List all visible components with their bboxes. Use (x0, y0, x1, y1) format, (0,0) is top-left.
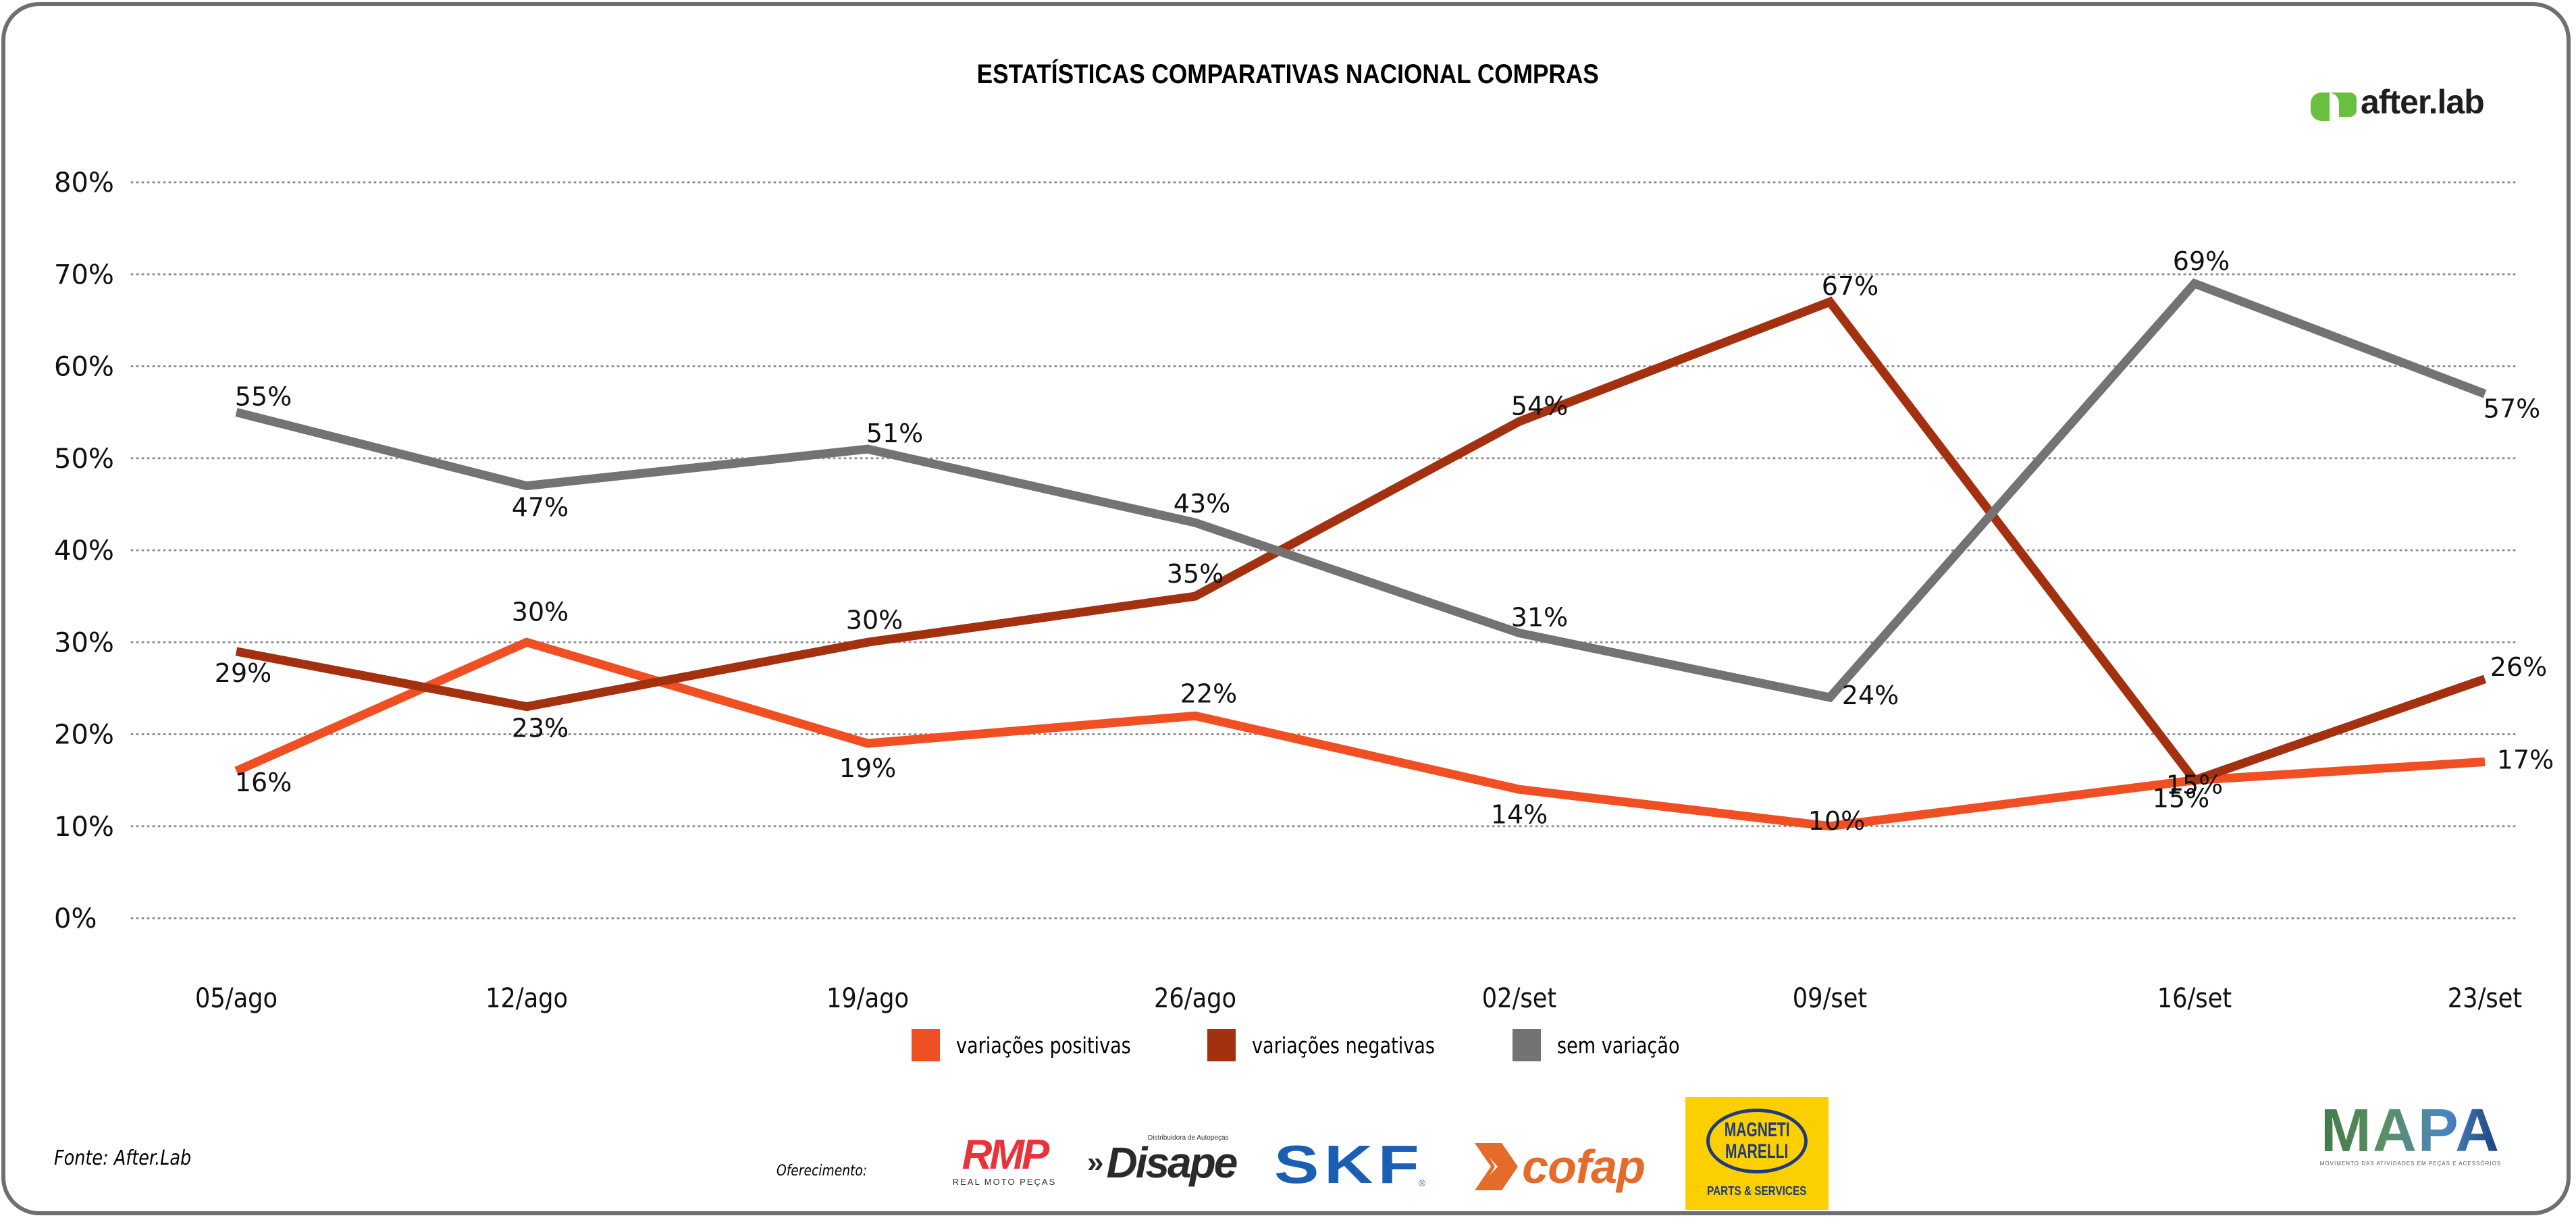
data-label: 54% (1511, 391, 1568, 421)
legend-label-negative: variações negativas (1251, 1032, 1435, 1059)
y-tick-label: 70% (54, 259, 114, 290)
series-lines (234, 278, 2487, 831)
chart-title: ESTATÍSTICAS COMPARATIVAS NACIONAL COMPR… (976, 59, 1599, 89)
magneti-line1: MAGNETI (1724, 1119, 1790, 1141)
cofap-wordmark: cofap (1522, 1140, 1646, 1193)
data-point (236, 770, 237, 772)
magneti-subtitle: PARTS & SERVICES (1707, 1184, 1807, 1198)
data-label: 55% (235, 382, 292, 412)
data-labels: 16% 30% 19% 22% 14% 10% 15% 17% 29% 23% 30% 35% 54% 6… (215, 246, 2554, 836)
mapa-subtitle: MOVIMENTO DAS ATIVIDADES EM PEÇAS E ACES… (2319, 1161, 2502, 1167)
x-tick-label: 26/ago (1154, 982, 1236, 1014)
data-label: 69% (2173, 246, 2230, 276)
x-tick-label: 02/set (1482, 982, 1556, 1014)
series-line-2 (235, 278, 2487, 703)
mapa-wordmark: MAPA (2320, 1097, 2501, 1165)
x-tick-label: 23/set (2448, 982, 2522, 1014)
afterlab-leaf-icon (2309, 83, 2357, 121)
series-line-0 (234, 637, 2486, 831)
legend-item-negative: variações negativas (1207, 1029, 1475, 1061)
data-label: 19% (839, 753, 896, 783)
rmp-logo: RMP REAL MOTO PEÇAS (942, 1132, 1067, 1188)
data-point (2194, 283, 2195, 284)
magneti-marelli-emblem: MAGNETI MARELLI (1706, 1109, 1808, 1173)
data-point (236, 651, 237, 652)
x-tick-label: 05/ago (195, 982, 278, 1014)
data-label: 51% (866, 419, 923, 448)
disape-chevron-icon: » (1087, 1146, 1104, 1179)
y-tick-label: 50% (54, 444, 114, 475)
legend-item-no-change: sem variação (1513, 1029, 1706, 1061)
data-label: 26% (2490, 652, 2547, 682)
legend-swatch-negative (1207, 1029, 1236, 1061)
data-point (1519, 789, 1520, 790)
data-label: 35% (1167, 559, 1224, 589)
y-tick-label: 40% (54, 535, 114, 566)
data-point (1519, 421, 1520, 422)
data-label: 15% (2153, 784, 2209, 814)
y-tick-label: 30% (54, 627, 114, 658)
x-tick-label: 19/ago (826, 982, 909, 1014)
afterlab-wordmark: after.lab (2361, 83, 2485, 121)
source-note: Fonte: After.Lab (54, 1146, 192, 1170)
data-label: 31% (1511, 603, 1568, 633)
data-label: 15% (2166, 770, 2223, 800)
series-line-1 (235, 296, 2487, 786)
mapa-logo: MAPA MOVIMENTO DAS ATIVIDADES EM PEÇAS E… (2316, 1097, 2505, 1167)
data-label: 10% (1808, 806, 1865, 836)
skf-wordmark: SKF (1273, 1134, 1425, 1194)
disape-logo: Distribuidora de Autopeças » Disape (1087, 1134, 1249, 1184)
data-label: 24% (1842, 681, 1899, 710)
legend-item-positive: variações positivas (912, 1029, 1169, 1061)
skf-registered-mark: ® (1418, 1177, 1426, 1188)
y-tick-label: 20% (54, 720, 114, 751)
magneti-line2: MARELLI (1725, 1140, 1789, 1163)
magneti-marelli-logo: MAGNETI MARELLI PARTS & SERVICES (1685, 1097, 1829, 1210)
data-label: 16% (235, 768, 292, 797)
data-label: 30% (512, 597, 569, 627)
legend-swatch-positive (912, 1029, 940, 1061)
afterlab-logo: after.lab (2309, 82, 2485, 122)
x-axis-ticks: 05/ago 12/ago 19/ago 26/ago 02/set 09/set 16/s… (195, 982, 2522, 1014)
x-tick-label: 16/set (2157, 982, 2232, 1014)
rmp-subtitle: REAL MOTO PEÇAS (952, 1177, 1057, 1187)
x-tick-label: 12/ago (485, 982, 568, 1014)
y-axis-ticks: 0% 10% 20% 30% 40% 50% 60% 70% 80% (54, 167, 114, 934)
data-point (236, 412, 237, 413)
data-point (1194, 595, 1196, 597)
x-tick-label: 09/set (1793, 982, 1867, 1014)
data-label: 43% (1174, 489, 1230, 519)
y-tick-label: 80% (54, 167, 114, 198)
legend-swatch-no-change (1513, 1029, 1542, 1061)
data-label: 67% (1822, 271, 1878, 301)
cofap-logo: cofap (1458, 1140, 1661, 1194)
data-label: 47% (512, 493, 569, 523)
data-label: 30% (846, 605, 903, 635)
legend-label-no-change: sem variação (1557, 1032, 1680, 1059)
data-label: 14% (1491, 799, 1548, 829)
disape-wordmark: Disape (1106, 1138, 1238, 1187)
chart-legend: variações positivas variações negativas … (912, 1029, 1744, 1061)
disape-subtitle: Distribuidora de Autopeças (1148, 1134, 1229, 1142)
data-label: 23% (512, 714, 569, 743)
rmp-wordmark: RMP (962, 1132, 1050, 1178)
data-label: 57% (2483, 394, 2540, 423)
cofap-chevron-icon (1475, 1143, 1519, 1190)
skf-logo: SKF ® (1269, 1134, 1445, 1194)
data-label: 29% (215, 658, 271, 688)
y-tick-label: 0% (54, 903, 97, 934)
legend-label-positive: variações positivas (956, 1032, 1131, 1059)
data-label: 22% (1180, 679, 1237, 708)
y-tick-label: 10% (54, 812, 114, 843)
data-label: 17% (2497, 745, 2554, 774)
data-point (1829, 697, 1831, 698)
grid-lines (130, 181, 2520, 920)
y-tick-label: 60% (54, 352, 114, 383)
sponsor-label: Oferecimento: (777, 1163, 868, 1179)
